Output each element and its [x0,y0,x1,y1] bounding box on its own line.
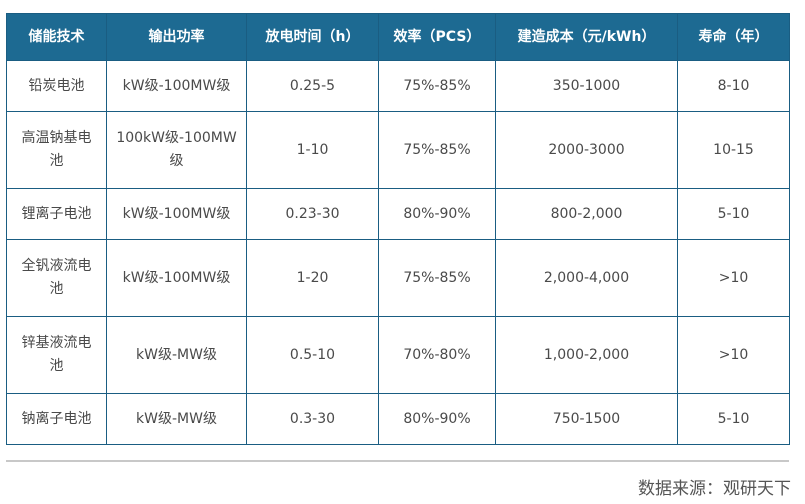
cell-lifespan: >10 [677,316,790,394]
cell-discharge-time: 0.3-30 [246,393,379,445]
header-output-power: 输出功率 [106,13,247,61]
table-row: 铅炭电池 kW级-100MW级 0.25-5 75%-85% 350-1000 … [6,60,790,112]
header-lifespan: 寿命（年） [677,13,790,61]
cell-technology: 锌基液流电池 [6,316,107,394]
cell-discharge-time: 0.25-5 [246,60,379,112]
cell-efficiency: 75%-85% [378,239,496,317]
cell-output-power: kW级-MW级 [106,393,247,445]
cell-efficiency: 75%-85% [378,111,496,189]
cell-lifespan: >10 [677,239,790,317]
cell-discharge-time: 0.5-10 [246,316,379,394]
cell-technology: 铅炭电池 [6,60,107,112]
table-row: 钠离子电池 kW级-MW级 0.3-30 80%-90% 750-1500 5-… [6,393,790,445]
cell-lifespan: 5-10 [677,393,790,445]
table-row: 全钒液流电池 kW级-100MW级 1-20 75%-85% 2,000-4,0… [6,239,790,317]
cell-construction-cost: 350-1000 [495,60,678,112]
cell-technology: 全钒液流电池 [6,239,107,317]
table-row: 锌基液流电池 kW级-MW级 0.5-10 70%-80% 1,000-2,00… [6,316,790,394]
header-construction-cost: 建造成本（元/kWh） [495,13,678,61]
cell-construction-cost: 2,000-4,000 [495,239,678,317]
cell-output-power: kW级-MW级 [106,316,247,394]
cell-lifespan: 8-10 [677,60,790,112]
cell-discharge-time: 0.23-30 [246,188,379,240]
cell-output-power: kW级-100MW级 [106,239,247,317]
cell-efficiency: 70%-80% [378,316,496,394]
cell-discharge-time: 1-20 [246,239,379,317]
cell-lifespan: 10-15 [677,111,790,189]
cell-efficiency: 80%-90% [378,188,496,240]
cell-technology: 高温钠基电池 [6,111,107,189]
header-technology: 储能技术 [6,13,107,61]
cell-efficiency: 75%-85% [378,60,496,112]
divider [6,460,789,462]
table-row: 锂离子电池 kW级-100MW级 0.23-30 80%-90% 800-2,0… [6,188,790,240]
cell-output-power: kW级-100MW级 [106,188,247,240]
cell-construction-cost: 800-2,000 [495,188,678,240]
cell-construction-cost: 750-1500 [495,393,678,445]
cell-technology: 钠离子电池 [6,393,107,445]
cell-output-power: 100kW级-100MW级 [106,111,247,189]
header-discharge-time: 放电时间（h） [246,13,379,61]
table-row: 高温钠基电池 100kW级-100MW级 1-10 75%-85% 2000-3… [6,111,790,189]
cell-construction-cost: 1,000-2,000 [495,316,678,394]
cell-construction-cost: 2000-3000 [495,111,678,189]
cell-technology: 锂离子电池 [6,188,107,240]
header-efficiency: 效率（PCS） [378,13,496,61]
cell-efficiency: 80%-90% [378,393,496,445]
cell-discharge-time: 1-10 [246,111,379,189]
cell-lifespan: 5-10 [677,188,790,240]
energy-storage-table: 储能技术 输出功率 放电时间（h） 效率（PCS） 建造成本（元/kWh） 寿命… [6,13,790,445]
table-header-row: 储能技术 输出功率 放电时间（h） 效率（PCS） 建造成本（元/kWh） 寿命… [6,13,790,61]
data-source-note: 数据来源：观研天下 [638,479,791,499]
cell-output-power: kW级-100MW级 [106,60,247,112]
